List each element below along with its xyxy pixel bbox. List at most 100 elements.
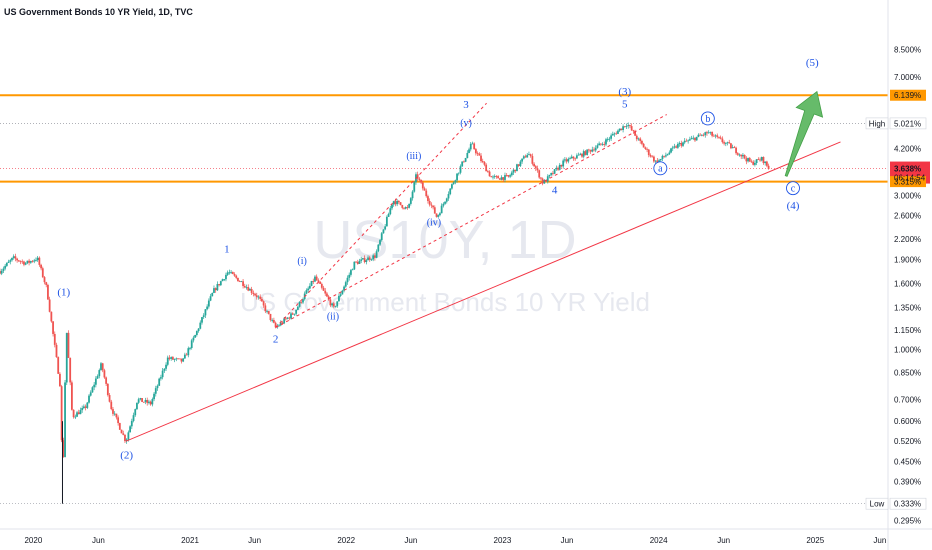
low-label-box	[865, 497, 889, 510]
wave-label: 4	[552, 184, 558, 196]
time-tick-label: 2023	[494, 536, 512, 545]
candle-body	[380, 233, 383, 241]
wave-labels: (1) (2) 1 2 (i) (ii) (iii) (iv) (v) 3 4 (3)5 a b c (4) (…	[57, 57, 819, 461]
candle-body	[0, 271, 1, 274]
price-tick-label: 0.390%	[894, 478, 921, 487]
candle-body	[541, 178, 544, 184]
candle-body	[569, 158, 571, 160]
candle-body	[177, 358, 179, 360]
candle-body	[362, 258, 364, 260]
candle-body	[324, 290, 327, 294]
candle-body	[243, 285, 246, 288]
candle-body	[341, 290, 344, 295]
candle-body	[586, 149, 589, 155]
candle-body	[353, 261, 356, 270]
candle-body	[291, 313, 294, 315]
candle-body	[406, 207, 409, 208]
price-tick-label: 1.000%	[894, 346, 921, 355]
candle-body	[688, 139, 691, 141]
candle-body	[608, 138, 611, 140]
candle-body	[36, 257, 39, 261]
candle-body	[339, 294, 342, 296]
candle-body	[574, 158, 577, 160]
candle-body	[2, 268, 5, 271]
candle-body	[283, 318, 286, 324]
candle-body	[348, 274, 351, 278]
candles	[0, 122, 770, 504]
candle-body	[86, 402, 89, 408]
candle-body	[456, 173, 458, 181]
candle-body	[461, 161, 464, 167]
candle-body	[385, 216, 388, 227]
candle-body	[211, 292, 214, 297]
candle-body	[28, 260, 31, 263]
candle-body	[767, 165, 770, 170]
candle-body	[700, 134, 703, 136]
candle-body	[343, 286, 345, 291]
candle-body	[255, 295, 258, 298]
candle-body	[346, 277, 349, 283]
candle-body	[373, 255, 376, 258]
candle-body	[302, 299, 304, 303]
candle-body	[189, 347, 191, 349]
price-axis[interactable]: 8.500% 7.000% 6.139% 5.021% 4.200% 3.638% 3.31…	[865, 0, 932, 550]
time-tick-label: Jun	[404, 536, 417, 545]
candle-body	[759, 159, 761, 161]
price-tick-label: 3.000%	[894, 192, 921, 201]
time-tick-label: 2022	[337, 536, 355, 545]
candle-body	[516, 164, 518, 172]
candle-body	[300, 301, 303, 303]
candle-body	[632, 130, 635, 132]
candle-body	[408, 203, 411, 208]
candle-body	[274, 322, 277, 328]
candle-body	[695, 136, 698, 141]
candle-body	[451, 184, 453, 189]
price-tick-label: 3.315%	[894, 178, 921, 187]
candle-body	[581, 153, 583, 157]
candle-body	[615, 133, 618, 135]
candle-body	[641, 140, 643, 144]
candle-body	[730, 143, 732, 149]
candle-body	[670, 148, 672, 153]
candle-body	[675, 146, 678, 148]
candle-body	[160, 377, 162, 379]
candle-body	[577, 154, 580, 156]
channel-line-dashed	[275, 114, 667, 329]
candle-body	[721, 138, 724, 143]
candle-body	[664, 155, 667, 157]
candle-body	[522, 156, 525, 159]
level-lines	[0, 94, 888, 505]
candle-body	[358, 260, 361, 264]
candle-body	[601, 144, 604, 146]
forecast-arrow-shape[interactable]	[784, 90, 824, 177]
candle-body	[338, 295, 340, 302]
level-price-tag	[890, 176, 926, 188]
candle-body	[493, 176, 496, 177]
candle-body	[250, 289, 253, 293]
candle-body	[269, 313, 272, 321]
candle-body	[173, 359, 176, 360]
candle-body	[98, 370, 101, 377]
time-axis[interactable]: 2020 Jun 2021 Jun 2022 Jun 2023 Jun 2024 Jun 2025 J…	[0, 528, 932, 545]
candle-body	[132, 415, 135, 421]
candle-body	[62, 440, 65, 458]
candle-body	[100, 363, 102, 371]
candle-body	[168, 357, 171, 359]
candle-body	[384, 226, 387, 230]
candle-body	[139, 398, 142, 400]
candle-body	[110, 401, 113, 410]
candle-body	[40, 264, 42, 269]
forecast-arrow[interactable]	[784, 90, 824, 177]
candle-body	[752, 161, 755, 165]
candle-body	[219, 281, 222, 286]
candle-body	[298, 301, 301, 307]
candle-body	[531, 156, 534, 164]
candle-body	[421, 182, 424, 189]
bar-countdown: 06:14:54	[894, 174, 926, 183]
candle-body	[377, 244, 380, 252]
candle-body	[257, 296, 260, 298]
wave-label: a	[658, 164, 663, 175]
wave-label: 3	[463, 99, 469, 111]
price-tick-label: 1.900%	[894, 256, 921, 265]
